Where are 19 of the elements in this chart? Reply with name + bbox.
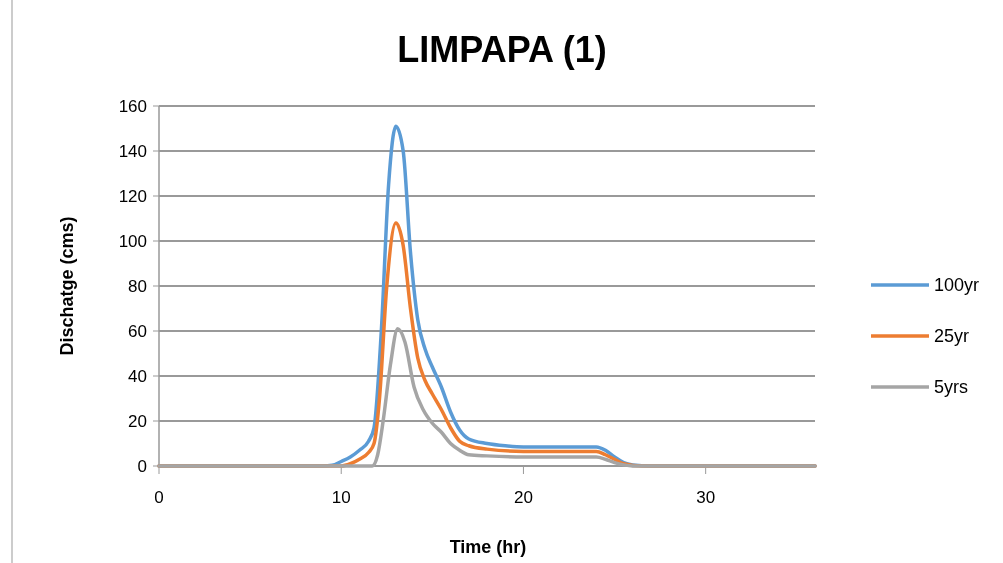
x-tick-label: 30 — [696, 488, 716, 507]
legend-label: 100yr — [934, 275, 980, 296]
y-tick-label: 20 — [128, 411, 147, 431]
y-tick-label: 120 — [118, 186, 147, 206]
chart-title: LIMPAPA (1) — [397, 29, 607, 70]
y-tick-label: 0 — [137, 456, 147, 476]
x-axis-title: Time (hr) — [449, 537, 527, 557]
x-tick-label: 0 — [154, 488, 164, 507]
y-axis-title: Dischatge (cms) — [57, 216, 77, 356]
legend-label: 5yrs — [934, 377, 969, 398]
legend-label: 25yr — [934, 326, 970, 347]
y-tick-label: 140 — [118, 141, 147, 161]
x-tick-label: 20 — [513, 488, 533, 507]
y-tick-label: 60 — [128, 321, 147, 341]
y-tick-label: 100 — [118, 231, 147, 251]
y-tick-label: 160 — [118, 96, 147, 116]
y-tick-label: 40 — [128, 366, 147, 386]
x-tick-label: 10 — [331, 488, 351, 507]
y-tick-label: 80 — [128, 276, 147, 296]
